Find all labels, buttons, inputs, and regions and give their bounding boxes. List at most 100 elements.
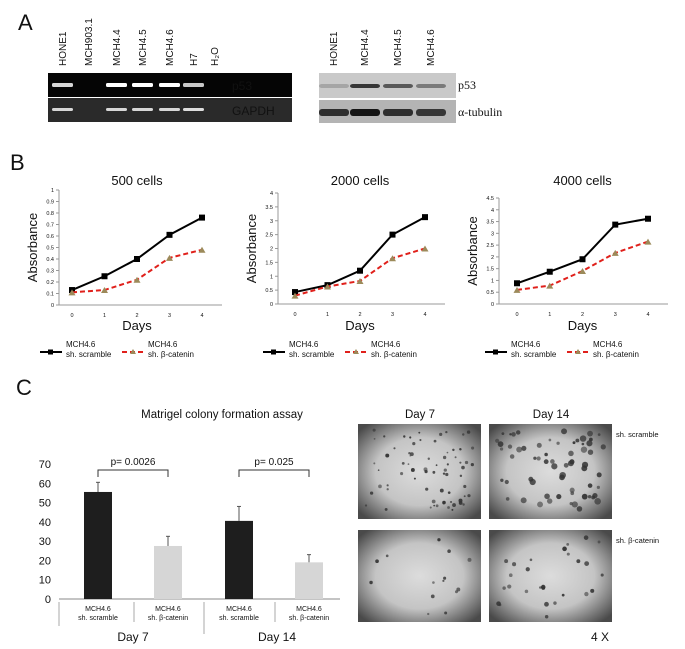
colony [561,428,568,435]
colony [429,506,432,509]
colony [442,500,446,505]
colony [551,463,558,470]
colony [386,484,389,487]
data-point-triangle [513,286,521,293]
category-label: MCH4.6 [155,606,181,613]
colony [591,495,596,500]
colony [496,601,501,606]
colony [458,498,463,503]
micrograph-image [489,530,612,622]
y-tick-label: 0 [491,302,494,308]
y-tick-label: 0.8 [46,211,54,217]
gel-band [106,83,127,87]
legend-label: sh. β-catenin [593,350,639,359]
colony [584,561,590,566]
colony [459,474,463,478]
y-tick-label: 3.5 [265,205,273,211]
category-label: MCH4.6 [85,606,111,613]
colony [600,444,606,450]
colony [386,488,389,491]
growth-chart-0: 500 cells 0 0.1 0.2 0.3 0.4 0.5 0.6 0.7 0.8 0.9 1 0 1… [25,173,222,359]
colony [462,433,465,436]
lane-label: MCH4.5 [393,29,404,66]
colony [378,484,382,489]
blot-band [416,109,446,116]
legend-marker [130,349,136,354]
chart-title: 500 cells [111,173,163,188]
colony [569,459,575,465]
colony [537,501,544,508]
blot-band [319,109,349,116]
y-tick-label: 0 [270,302,273,308]
colony [536,442,542,448]
colony [587,495,592,499]
x-axis-label: Days [122,318,152,333]
colony [442,472,446,475]
data-point-triangle [389,255,396,262]
colony [587,449,594,455]
colony [529,478,536,486]
colony [502,586,506,590]
y-tick-label: 0.9 [46,200,54,206]
legend-label: sh. scramble [511,350,557,359]
colony [463,484,467,489]
y-tick-label: 3.5 [486,220,494,226]
blot-band [350,109,380,116]
colony [373,462,376,465]
colony [581,442,585,446]
chart-title: 4000 cells [553,173,612,188]
colony [548,438,552,442]
data-point-square [514,280,520,287]
colony [427,612,430,616]
category-label: MCH4.6 [296,606,322,613]
data-point-square [166,231,173,238]
legend-label: MCH4.6 [148,340,178,349]
colony [437,538,441,542]
data-point-square [612,221,619,228]
data-point-triangle [133,276,141,283]
colony [403,435,406,438]
colony [432,470,436,474]
y-tick-label: 4 [270,191,273,197]
colony [581,465,588,472]
colony [410,467,415,472]
data-point-square [292,289,298,296]
gel-band [183,83,204,87]
colony [412,442,416,446]
y-tick-label: 20 [39,555,51,567]
colony [569,487,575,493]
colony [427,457,430,460]
colony [393,447,396,450]
colony [512,562,517,567]
data-point-square [645,215,651,222]
p-value-label: p= 0.0026 [111,457,156,468]
colony [418,431,421,434]
gel-band [52,108,73,111]
series-line-1 [516,240,649,291]
colony [544,493,550,500]
colony [536,456,541,461]
lane-label: HONE1 [58,31,69,66]
data-point-triangle [611,249,619,256]
colony [504,479,509,485]
colony [546,498,553,504]
colony [576,559,581,564]
y-tick-label: 1.5 [265,260,273,266]
x-tick-label: 3 [614,312,617,318]
micrograph-image [358,424,481,519]
colony [539,586,542,589]
panel-c-colony-bar-chart: Matrigel colony formation assay 0 10 20 30 40… [39,409,340,644]
x-tick-label: 1 [103,313,106,319]
colony [600,573,604,577]
colony [408,452,411,455]
colony [383,435,386,438]
data-point-square [199,214,205,221]
x-tick-label: 1 [548,312,551,318]
micrograph-background [489,424,612,519]
y-tick-label: 70 [39,459,51,471]
colony [550,459,555,464]
colony [563,462,569,468]
colony [597,540,601,544]
p-value-label: p= 0.025 [254,457,294,468]
growth-chart-2: 4000 cells 0 0.5 1 1.5 2 2.5 3 3.5 4 4.5 0 1 2 3 4 Days A… [465,173,668,359]
